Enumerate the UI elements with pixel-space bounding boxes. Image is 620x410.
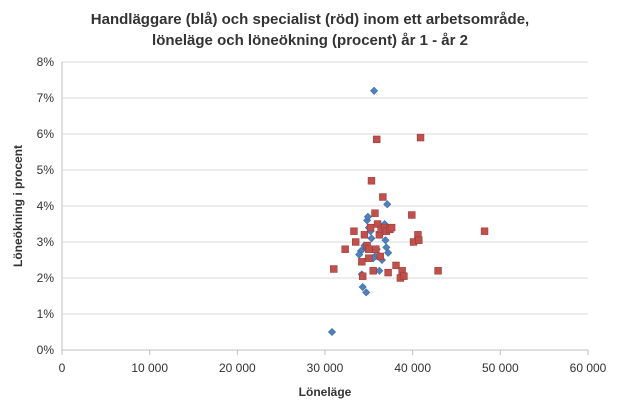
x-tick-label: 10 000 bbox=[131, 361, 168, 375]
gridlines bbox=[62, 61, 588, 315]
red-square-point bbox=[371, 209, 379, 217]
y-tick-label: 2% bbox=[37, 271, 55, 285]
red-square-point bbox=[376, 252, 384, 261]
x-tick-labels: 0 10 000 20 000 30 000 40 000 50 000 60 000 bbox=[59, 361, 607, 375]
y-tick-label: 0% bbox=[37, 343, 55, 357]
blue-diamond-point bbox=[381, 236, 390, 245]
red-square-point bbox=[367, 177, 376, 185]
blue-diamond-point bbox=[362, 288, 371, 297]
red-square-point bbox=[415, 236, 423, 244]
y-tick-label: 6% bbox=[37, 127, 55, 141]
y-tick-label: 4% bbox=[37, 199, 55, 213]
y-tick-label: 7% bbox=[37, 91, 55, 105]
red-square-point bbox=[387, 223, 396, 232]
y-axis-label: Löneökning i procent bbox=[11, 145, 25, 267]
red-square-point bbox=[341, 245, 349, 253]
red-square-point bbox=[351, 238, 360, 246]
red-square-point bbox=[416, 133, 425, 142]
red-square-point bbox=[392, 261, 400, 270]
blue-diamond-point bbox=[327, 327, 337, 337]
blue-diamond-point bbox=[370, 86, 379, 95]
red-square-point bbox=[434, 267, 442, 275]
red-square-point bbox=[400, 272, 408, 280]
blue-diamond-point bbox=[367, 234, 376, 243]
red-square-point bbox=[365, 245, 373, 253]
x-tick-label: 20 000 bbox=[219, 361, 256, 375]
blue-diamond-point bbox=[375, 266, 384, 275]
blue-diamond-point bbox=[363, 212, 372, 221]
chart-title-line-1: Handläggare (blå) och specialist (röd) i… bbox=[91, 11, 529, 28]
blue-diamond-point bbox=[358, 282, 367, 292]
red-square-point bbox=[408, 211, 416, 219]
blue-diamond-point bbox=[384, 248, 393, 257]
red-square-point bbox=[372, 245, 380, 253]
red-square-point bbox=[369, 267, 377, 275]
red-square-point bbox=[358, 258, 366, 266]
red-square-point bbox=[365, 254, 373, 262]
x-tick-label: 50 000 bbox=[482, 361, 519, 375]
y-tick-label: 3% bbox=[37, 235, 55, 249]
red-square-point bbox=[373, 135, 381, 144]
red-square-point bbox=[360, 231, 369, 239]
y-tick-label: 1% bbox=[37, 307, 55, 321]
red-square-point bbox=[358, 272, 367, 280]
chart-title-line-2: löneläge och löneökning (procent) år 1 -… bbox=[152, 32, 468, 49]
data-points bbox=[327, 86, 489, 337]
x-axis-label: Löneläge bbox=[299, 385, 352, 399]
y-tick-labels: 0% 1% 2% 3% 4% 5% 6% 7% 8% bbox=[37, 55, 55, 357]
red-square-point bbox=[379, 193, 387, 201]
red-square-point bbox=[330, 265, 338, 273]
y-tick-label: 5% bbox=[37, 163, 55, 177]
red-square-point bbox=[384, 268, 392, 277]
red-square-point bbox=[366, 223, 375, 232]
x-tick-label: 30 000 bbox=[307, 361, 344, 375]
blue-diamond-point bbox=[383, 200, 392, 209]
x-tick-label: 0 bbox=[59, 361, 66, 375]
red-square-point bbox=[480, 227, 489, 235]
y-tick-label: 8% bbox=[37, 55, 55, 69]
x-tick-label: 40 000 bbox=[394, 361, 431, 375]
red-square-point bbox=[350, 227, 358, 235]
axes bbox=[61, 62, 589, 355]
x-tick-label: 60 000 bbox=[570, 361, 607, 375]
